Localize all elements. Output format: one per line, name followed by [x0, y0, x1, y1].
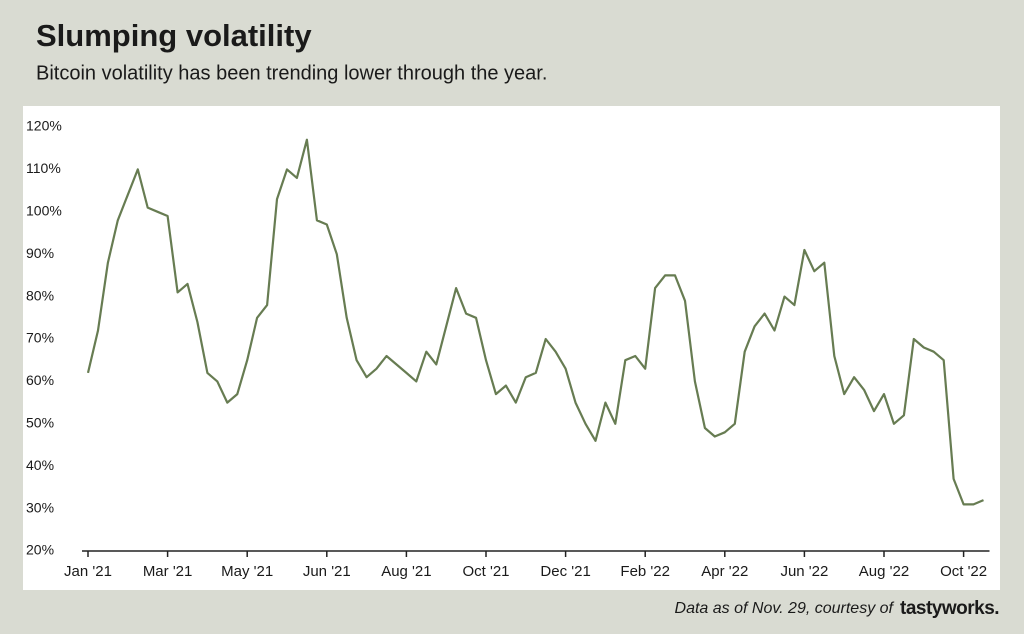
x-tick-label: Feb '22 — [620, 563, 670, 580]
x-tick-label: Apr '22 — [701, 563, 748, 580]
x-tick-label: Jan '21 — [64, 563, 112, 580]
y-tick-label: 40% — [26, 457, 54, 473]
chart-title: Slumping volatility — [36, 18, 312, 53]
y-tick-label: 110% — [26, 160, 61, 176]
y-tick-label: 20% — [26, 542, 54, 558]
x-tick-label: Aug '22 — [859, 563, 909, 580]
y-tick-label: 100% — [26, 203, 62, 219]
y-tick-label: 50% — [26, 415, 54, 431]
y-tick-label: 90% — [26, 245, 54, 261]
x-tick-label: May '21 — [221, 563, 273, 580]
x-tick-label: Oct '21 — [462, 563, 509, 580]
x-tick-label: Jun '21 — [303, 563, 351, 580]
chart-subtitle: Bitcoin volatility has been trending low… — [36, 62, 547, 84]
y-tick-label: 60% — [26, 372, 54, 388]
y-tick-label: 120% — [26, 118, 62, 134]
y-tick-label: 70% — [26, 330, 54, 346]
y-tick-label: 80% — [26, 287, 54, 303]
x-tick-label: Oct '22 — [940, 563, 987, 580]
brand: tastyworks. — [900, 598, 999, 619]
y-tick-label: 30% — [26, 499, 54, 515]
line — [86, 138, 984, 506]
x-tick-label: Dec '21 — [540, 563, 590, 580]
x-tick-label: Jun '22 — [780, 563, 828, 580]
source-note: Data as of Nov. 29, courtesy of — [675, 600, 895, 617]
x-tick-label: Aug '21 — [381, 563, 431, 580]
x-tick-label: Mar '21 — [143, 563, 193, 580]
plot-panel — [23, 106, 1000, 590]
